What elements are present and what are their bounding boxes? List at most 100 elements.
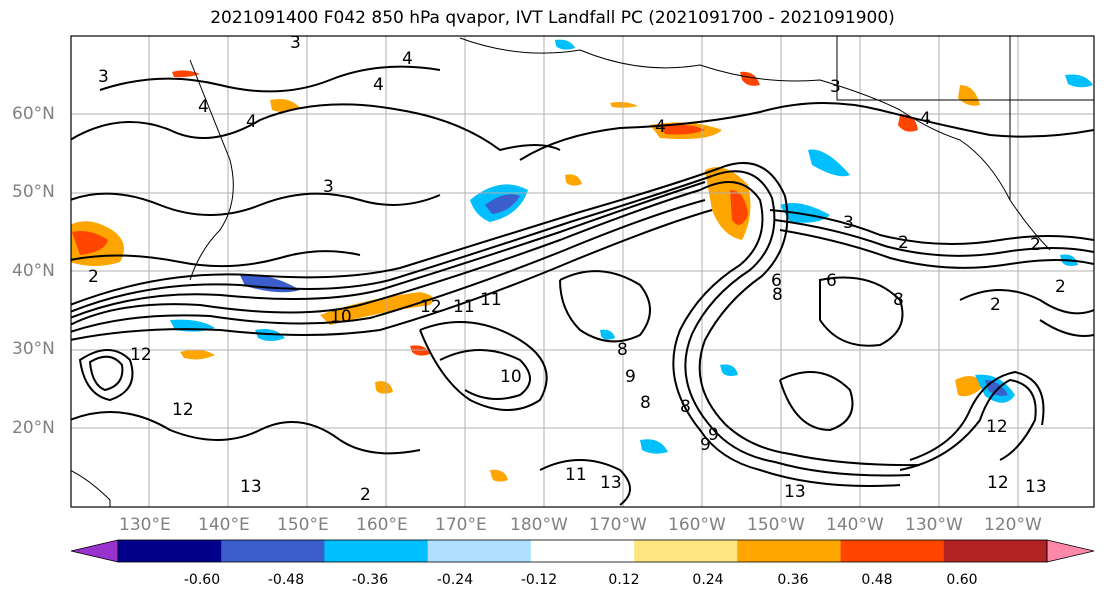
gridlines — [71, 36, 1094, 507]
contour-layer — [71, 65, 1094, 506]
contour-line — [909, 370, 1045, 461]
coastline — [836, 36, 1094, 101]
contour-label: 8 — [893, 290, 904, 310]
colorbar-segment — [530, 540, 635, 562]
lon-label-160e: 160°E — [356, 515, 408, 535]
contour-label: 4 — [402, 49, 413, 69]
contour-line — [71, 167, 721, 306]
colorbar-tick-label: 0.60 — [946, 572, 978, 588]
contour-label: 12 — [420, 297, 442, 317]
contour-label: 3 — [830, 77, 841, 97]
colorbar-tick-label: -0.36 — [351, 572, 389, 588]
contour-line — [71, 175, 713, 313]
contour-label: 12 — [987, 473, 1009, 493]
contour-line — [71, 181, 706, 319]
lon-label-160w: 160°W — [668, 515, 726, 535]
contour-label: 2 — [88, 267, 99, 287]
colorbar-extend-low — [70, 539, 119, 563]
contour-line — [71, 199, 706, 333]
contour-label: 9 — [708, 425, 719, 445]
colorbar-segment — [634, 540, 738, 562]
contour-label: 4 — [920, 109, 931, 129]
colorbar-segment — [943, 540, 1048, 562]
lon-label-130w: 130°W — [905, 515, 963, 535]
contour-line — [559, 270, 651, 343]
contour-label: 3 — [290, 33, 301, 53]
contour-line — [71, 209, 713, 341]
lat-label-20n: 20°N — [12, 418, 55, 438]
contour-label: 8 — [640, 393, 651, 413]
contour-line — [684, 170, 911, 477]
lon-label-170e: 170°E — [435, 515, 487, 535]
shade-patch-positive — [955, 376, 985, 397]
contour-label: 2 — [898, 233, 909, 253]
contour-label: 8 — [680, 397, 691, 417]
colorbar-tick-label: -0.60 — [183, 572, 221, 588]
lat-label-60n: 60°N — [12, 104, 55, 124]
coastline — [459, 37, 1051, 251]
shade-patch-positive — [375, 381, 393, 394]
contour-label: 10 — [500, 367, 522, 387]
contour-label: 4 — [198, 97, 209, 117]
shade-patch-positive — [958, 85, 980, 106]
contour-label: 11 — [565, 465, 587, 485]
colorbar-tick-label: -0.12 — [520, 572, 558, 588]
figure-title: 2021091400 F042 850 hPa qvapor, IVT Land… — [210, 8, 895, 28]
colorbar-tick-label: 0.24 — [692, 572, 724, 588]
contour-line — [672, 181, 901, 487]
contour-label: 2 — [360, 485, 371, 505]
shade-patch-negative — [808, 149, 850, 177]
contour-label: 2 — [990, 295, 1001, 315]
shade-patch-negative — [1065, 74, 1093, 88]
contour-label: 8 — [772, 285, 783, 305]
contour-label: 13 — [240, 477, 262, 497]
contour-line — [99, 65, 441, 93]
contour-line — [419, 321, 548, 411]
contour-label: 9 — [625, 367, 636, 387]
shade-patch-positive — [172, 70, 200, 78]
shade-patch-positive — [490, 469, 508, 482]
contour-line — [819, 276, 904, 347]
lon-label-140e: 140°E — [198, 515, 250, 535]
shade-patch-negative — [720, 364, 738, 376]
shade-patch-positive — [270, 99, 300, 113]
lon-label-180w: 180°W — [510, 515, 568, 535]
lat-label-50n: 50°N — [12, 182, 55, 202]
contour-label: 3 — [98, 67, 109, 87]
colorbar-tick-label: -0.24 — [436, 572, 474, 588]
contour-label: 12 — [130, 345, 152, 365]
lon-label-120w: 120°W — [984, 515, 1042, 535]
contour-line — [959, 289, 1094, 315]
contour-label: 2 — [1055, 277, 1066, 297]
shade-patch-negative — [600, 329, 615, 340]
contour-line — [71, 103, 561, 152]
contour-label: 4 — [246, 112, 257, 132]
colorbar-segment — [737, 540, 842, 562]
lon-label-130e: 130°E — [119, 515, 171, 535]
shade-patch-negative-strong — [485, 194, 520, 214]
contour-line — [71, 411, 421, 455]
colorbar-frame — [117, 539, 1048, 563]
contour-label: 4 — [373, 75, 384, 95]
contour-line — [769, 209, 1094, 245]
colorbar-segment — [427, 540, 532, 562]
contour-label: 3 — [323, 177, 334, 197]
map-frame — [70, 35, 1095, 508]
contour-label: 3 — [843, 213, 854, 233]
contour-label: 12 — [986, 417, 1008, 437]
contour-line — [71, 192, 441, 216]
contour-line — [539, 459, 631, 506]
colorbar-segment — [221, 540, 325, 562]
contour-label: 12 — [172, 400, 194, 420]
contour-line — [71, 189, 701, 326]
contour-label: 13 — [1025, 477, 1047, 497]
contour-label: 6 — [826, 271, 837, 291]
lon-label-140w: 140°W — [826, 515, 884, 535]
shade-patch-positive — [180, 349, 215, 360]
contour-line — [88, 355, 124, 392]
contour-line — [78, 349, 134, 402]
contour-line — [779, 229, 1094, 269]
contour-line — [899, 378, 1037, 471]
